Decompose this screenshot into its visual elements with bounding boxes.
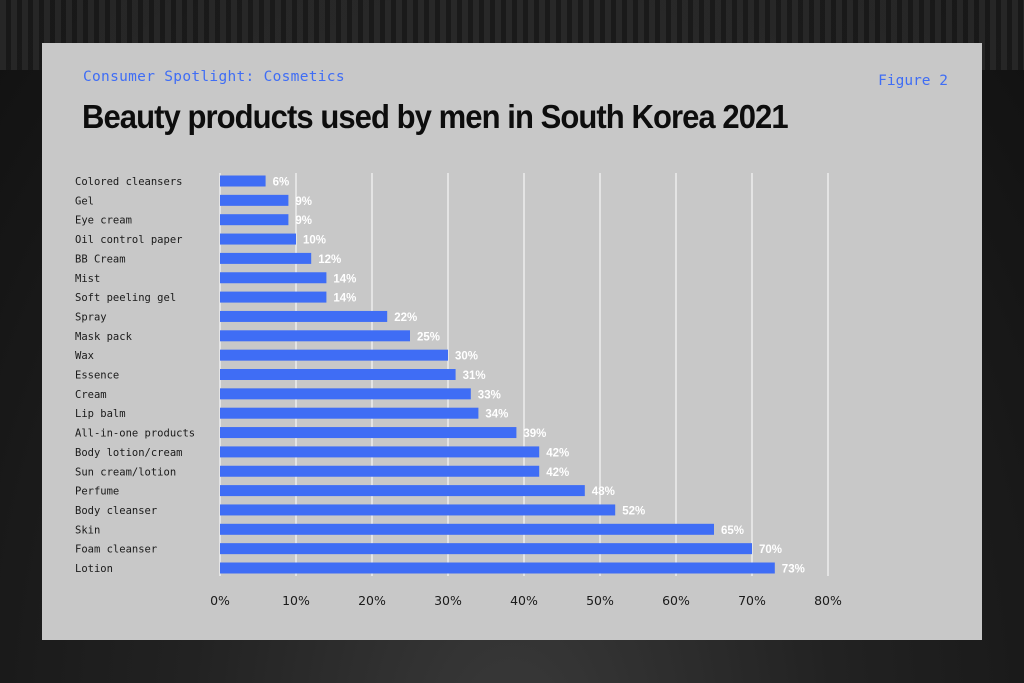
data-label: 31% <box>463 370 486 382</box>
bar <box>220 485 585 497</box>
bar <box>220 543 752 555</box>
data-label: 48% <box>592 486 615 498</box>
data-label: 10% <box>303 235 326 247</box>
bar-chart: 0% 10% 20% 30% 40% 50% 60% 70% 80% Colored cleans… <box>75 173 842 608</box>
category-label: Lip balm <box>75 408 126 420</box>
x-tick-label: 70% <box>738 593 766 608</box>
bar <box>220 388 471 400</box>
category-label: Oil control paper <box>75 234 182 246</box>
bar <box>220 291 327 303</box>
data-label: 34% <box>485 409 508 421</box>
category-label: Foam cleanser <box>75 544 157 556</box>
category-label: Spray <box>75 311 107 323</box>
x-tick-label: 40% <box>510 593 538 608</box>
data-label: 12% <box>318 254 341 266</box>
category-label: Mask pack <box>75 331 133 343</box>
category-label: Cream <box>75 389 107 401</box>
category-label: Colored cleansers <box>75 176 182 188</box>
category-label: Soft peeling gel <box>75 292 176 304</box>
bar <box>220 427 517 439</box>
eyebrow-label: Consumer Spotlight: Cosmetics <box>83 69 345 85</box>
data-label: 65% <box>721 525 744 537</box>
data-label: 52% <box>622 505 645 517</box>
x-tick-label: 20% <box>358 593 386 608</box>
bar <box>220 233 296 245</box>
x-tick-label: 50% <box>586 593 614 608</box>
x-tick-label: 10% <box>282 593 310 608</box>
x-tick-label: 60% <box>662 593 690 608</box>
data-label: 42% <box>546 447 569 459</box>
bar <box>220 330 410 342</box>
bar <box>220 523 714 535</box>
bar <box>220 446 540 458</box>
bar <box>220 214 289 226</box>
data-label: 6% <box>273 177 290 189</box>
bar <box>220 349 448 361</box>
bar <box>220 407 479 419</box>
category-label: Body lotion/cream <box>75 447 182 459</box>
bar <box>220 194 289 206</box>
category-label: Sun cream/lotion <box>75 466 176 478</box>
category-label: Wax <box>75 350 94 362</box>
bar <box>220 272 327 284</box>
data-label: 14% <box>333 293 356 305</box>
bar <box>220 504 616 516</box>
data-label: 14% <box>333 273 356 285</box>
x-tick-label: 80% <box>814 593 842 608</box>
data-label: 22% <box>394 312 417 324</box>
bar <box>220 310 388 322</box>
x-tick-label: 30% <box>434 593 462 608</box>
bar <box>220 465 540 477</box>
x-tick-label: 0% <box>210 593 230 608</box>
data-label: 33% <box>478 389 501 401</box>
bar <box>220 369 456 380</box>
category-label: Eye cream <box>75 215 132 227</box>
category-label: Perfume <box>75 486 119 498</box>
bar <box>220 175 266 187</box>
data-label: 70% <box>759 544 782 556</box>
figure-number: Figure 2 <box>878 73 948 89</box>
data-label: 9% <box>295 196 312 208</box>
category-label: Essence <box>75 370 119 382</box>
data-label: 9% <box>295 215 312 227</box>
category-label: Body cleanser <box>75 505 157 517</box>
data-label: 25% <box>417 331 440 343</box>
data-label: 42% <box>546 467 569 479</box>
bar <box>220 252 312 264</box>
bar <box>220 562 775 574</box>
category-label: Mist <box>75 273 100 285</box>
chart-title: Beauty products used by men in South Kor… <box>82 98 789 135</box>
chart-card: Consumer Spotlight: Cosmetics Figure 2 B… <box>42 43 982 640</box>
category-label: Gel <box>75 195 94 207</box>
data-label: 39% <box>523 428 546 440</box>
data-label: 30% <box>455 351 478 363</box>
category-label: All-in-one products <box>75 428 195 440</box>
data-label: 73% <box>782 564 805 576</box>
category-label: Skin <box>75 524 100 536</box>
category-label: BB Cream <box>75 253 126 265</box>
category-label: Lotion <box>75 563 113 575</box>
